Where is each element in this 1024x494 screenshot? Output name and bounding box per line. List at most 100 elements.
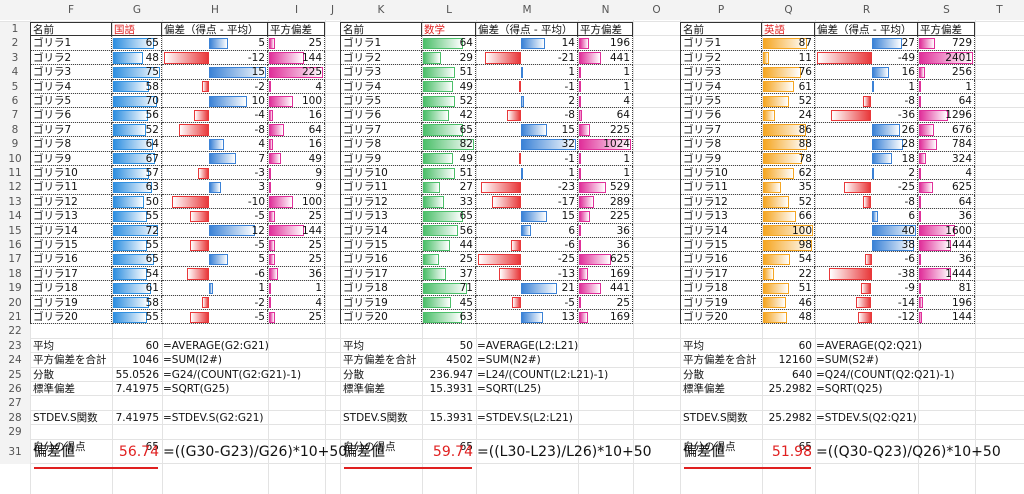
data-bar — [579, 95, 581, 107]
row-header[interactable]: 15 — [0, 223, 30, 238]
cell-text: 1 — [623, 66, 630, 79]
cell-text: -21 — [557, 51, 575, 64]
row-header[interactable]: 27 — [0, 396, 30, 411]
row-header[interactable]: 11 — [0, 166, 30, 181]
row-header[interactable]: 4 — [0, 65, 30, 80]
row-header[interactable]: 24 — [0, 353, 30, 368]
row-header[interactable]: 8 — [0, 122, 30, 138]
summary-label: 分散 — [33, 368, 54, 381]
data-bar — [763, 81, 794, 93]
column-header[interactable]: H — [162, 0, 268, 20]
table-cell — [162, 281, 268, 296]
column-header[interactable]: K — [340, 0, 422, 20]
row-header[interactable]: 9 — [0, 137, 30, 152]
row-header[interactable]: 10 — [0, 151, 30, 166]
row-header[interactable]: 6 — [0, 94, 30, 109]
table-cell — [918, 281, 975, 296]
cell-text: 65 — [145, 253, 159, 266]
cell-text: 98 — [798, 239, 812, 251]
cell-text: 70 — [145, 95, 159, 107]
row-header[interactable]: 21 — [0, 310, 30, 325]
column-header[interactable]: R — [815, 0, 918, 20]
cell-text: ゴリラ11 — [343, 181, 388, 194]
table-cell — [268, 194, 325, 210]
summary-formula: =SUM(I2#) — [163, 354, 222, 367]
data-bar — [113, 109, 149, 122]
table-cell — [340, 223, 422, 238]
column-header[interactable]: P — [680, 0, 762, 20]
row-header[interactable]: 31 — [0, 439, 30, 464]
table-cell — [422, 266, 476, 282]
row-header[interactable]: 12 — [0, 180, 30, 195]
table-cell — [422, 209, 476, 224]
data-bar — [423, 253, 439, 266]
cell-text: 52 — [145, 123, 159, 136]
table-cell — [112, 151, 162, 166]
row-header[interactable]: 14 — [0, 209, 30, 224]
column-header[interactable]: T — [975, 0, 1024, 20]
table-cell — [476, 223, 578, 238]
column-header[interactable]: G — [112, 0, 162, 20]
row-header[interactable]: 13 — [0, 194, 30, 210]
table-cell — [578, 151, 633, 166]
table-cell — [918, 79, 975, 94]
row-header[interactable]: 2 — [0, 36, 30, 51]
column-header[interactable]: S — [918, 0, 975, 20]
table-cell — [112, 180, 162, 195]
cell-text: 37 — [459, 267, 473, 280]
row-header[interactable]: 22 — [0, 324, 30, 339]
row-header[interactable]: 5 — [0, 79, 30, 94]
table-cell — [162, 295, 268, 310]
data-bar — [579, 239, 581, 251]
column-header[interactable]: I — [268, 0, 325, 20]
cell-text: -23 — [557, 181, 575, 194]
cell-text: 33 — [459, 195, 473, 208]
row-header[interactable]: 17 — [0, 252, 30, 267]
data-bar — [520, 95, 525, 107]
column-header[interactable]: Q — [762, 0, 815, 20]
table-cell — [680, 295, 762, 310]
cell-text: 35 — [798, 181, 812, 194]
row-header[interactable]: 25 — [0, 367, 30, 382]
data-bar — [113, 297, 150, 309]
data-bar — [871, 66, 890, 79]
data-bar — [113, 124, 146, 136]
table-cell — [680, 122, 762, 138]
cell-text: 5 — [258, 253, 265, 266]
row-header[interactable]: 18 — [0, 266, 30, 282]
table-cell — [762, 36, 815, 51]
data-bar — [919, 153, 927, 165]
column-header[interactable]: M — [476, 0, 578, 20]
column-header[interactable]: O — [633, 0, 680, 20]
cell-text: 40 — [901, 224, 915, 237]
row-header[interactable]: 20 — [0, 295, 30, 310]
cell-text: -17 — [557, 195, 575, 208]
table-cell — [476, 252, 578, 267]
data-bar — [186, 268, 210, 280]
column-header[interactable]: L — [422, 0, 476, 20]
cell-text: 21 — [561, 282, 575, 295]
data-bar — [579, 109, 583, 122]
row-header[interactable]: 1 — [0, 22, 30, 37]
column-header[interactable]: J — [325, 0, 340, 20]
column-header[interactable]: F — [30, 0, 112, 20]
data-bar — [171, 196, 210, 208]
row-header[interactable]: 19 — [0, 281, 30, 296]
data-bar — [269, 253, 275, 266]
row-header[interactable]: 29 — [0, 425, 30, 440]
table-cell — [578, 252, 633, 267]
table-cell — [268, 122, 325, 138]
table-cell — [762, 252, 815, 267]
row-header[interactable]: 23 — [0, 338, 30, 354]
cell-text: 45 — [459, 296, 473, 309]
row-header[interactable]: 16 — [0, 238, 30, 253]
row-header[interactable]: 7 — [0, 108, 30, 123]
row-header[interactable]: 26 — [0, 382, 30, 397]
column-header[interactable]: N — [578, 0, 633, 20]
row-header[interactable]: 28 — [0, 410, 30, 426]
table-cell — [918, 266, 975, 282]
row-header[interactable]: 3 — [0, 50, 30, 66]
cell-text: 81 — [958, 282, 972, 295]
cell-text: 49 — [459, 80, 473, 93]
